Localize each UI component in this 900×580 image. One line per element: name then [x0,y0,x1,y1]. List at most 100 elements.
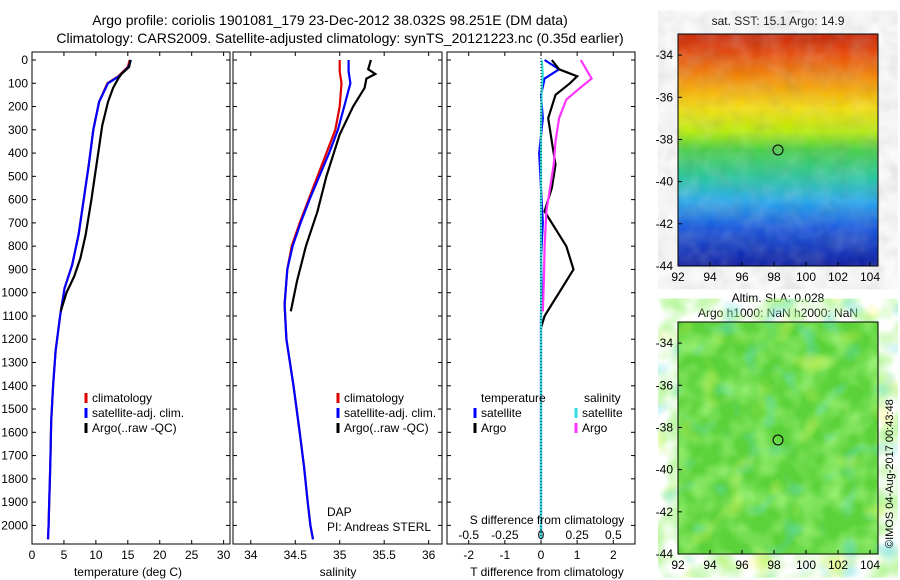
sla-map-title-line1: Altim. SLA: 0.028 [732,291,825,305]
annotation-dap: DAP [327,505,352,519]
depth-tick-label: 1100 [2,309,28,323]
legend-label-climatology: climatology [92,391,152,405]
map-x-tick-label: 92 [671,558,685,572]
map-x-tick-label: 100 [796,558,816,572]
legend-label-satellite: satellite-adj. clim. [344,406,436,420]
legend-label-t-argo: Argo [481,421,507,435]
map-y-tick-label: -44 [656,259,674,273]
difference-series [538,59,594,540]
chart-title-line2: Climatology: CARS2009. Satellite-adjuste… [56,30,623,46]
depth-tick-label: 100 [8,76,28,90]
map-y-tick-label: -44 [656,547,674,561]
argo-location-marker [772,144,784,156]
sla-x-ticks: 92 94 96 98 100 102 104 [671,550,880,572]
temperature-xlabel: temperature (deg C) [74,565,182,579]
s-difference-x-ticks: -0.5-0.2500.250.5 [458,528,622,542]
temperature-x-ticks: 0 5 10 15 20 25 30 [29,52,231,562]
depth-tick-label: 1200 [1,332,28,346]
depth-tick-label: 1500 [1,402,28,416]
series-line-satellite-adj-clim- [283,60,352,540]
depth-tick-label: 300 [8,123,28,137]
salinity-xlabel: salinity [320,565,357,579]
sst-map [677,33,879,267]
map-y-tick-label: -40 [656,463,674,477]
map-y-tick-label: -36 [656,378,674,392]
depth-tick-label: 1800 [1,472,28,486]
sst-y-ticks: -34 -36 -38 -40 -42 -44 [656,48,682,273]
x-tick-label: 10 [89,548,103,562]
x-tick-label: 35.5 [373,548,397,562]
temperature-legend: climatology satellite-adj. clim. Argo(..… [84,391,184,435]
series-line-argo-raw-qc- [289,59,378,312]
map-y-tick-label: -34 [656,48,674,62]
depth-tick-label: 2000 [1,518,28,532]
annotation-pi: PI: Andreas STERL [327,520,431,534]
sst-map-frame [677,33,879,267]
map-y-tick-label: -38 [656,420,674,434]
map-x-tick-label: 96 [735,270,749,284]
sst-map-title: sat. SST: 15.1 Argo: 14.9 [712,14,845,28]
x-tick-label: 34.5 [284,548,308,562]
depth-tick-label: 600 [8,193,28,207]
depth-tick-label: 800 [8,239,28,253]
map-x-tick-label: 102 [828,270,848,284]
x-tick-label: 2 [610,548,617,562]
depth-tick-label: 900 [8,262,28,276]
x-tick-label: 0 [29,548,36,562]
x2-tick-label: -0.5 [458,528,479,542]
x-tick-label: 25 [185,548,199,562]
t-difference-xlabel: T difference from climatology [470,565,624,579]
depth-tick-label: 1300 [1,356,28,370]
x-tick-label: -1 [500,548,511,562]
sst-x-ticks: 92 94 96 98 100 102 104 [671,262,880,284]
depth-tick-label: 1700 [1,449,28,463]
legend-label-s-satellite: satellite [582,406,623,420]
sla-map-frame [677,321,879,555]
difference-legend: temperature salinity satellite Argo sate… [473,391,623,435]
series-line-argo [541,59,594,312]
depth-tick-label: 700 [8,216,28,230]
legend-label-satellite: satellite-adj. clim. [92,406,184,420]
map-x-tick-label: 98 [767,270,781,284]
temperature-panel [31,51,231,545]
map-y-tick-label: -42 [656,217,674,231]
sla-map-title-line2: Argo h1000: NaN h2000: NaN [698,306,858,320]
map-x-tick-label: 98 [767,558,781,572]
map-y-tick-label: -38 [656,132,674,146]
legend-label-s-argo: Argo [582,421,608,435]
x-tick-label: 15 [121,548,135,562]
depth-tick-label: 0 [21,53,28,67]
salinity-series [283,59,378,540]
x-tick-label: 36 [422,548,436,562]
depth-tick-label: 1000 [1,286,28,300]
chart-title-line1: Argo profile: coriolis 1901081_179 23-De… [92,12,568,28]
map-y-tick-label: -40 [656,175,674,189]
s-difference-xlabel: S difference from climatology [470,513,625,527]
sla-heatmap-texture-3 [678,322,878,554]
salinity-legend: climatology satellite-adj. clim. Argo(..… [336,391,436,435]
x-tick-label: 35 [333,548,347,562]
legend-label-climatology: climatology [344,391,404,405]
map-y-tick-label: -42 [656,505,674,519]
depth-axis: 0 100 200 300 400 500 600 700 800 900 1000 1100 1200… [1,53,635,532]
legend-heading-salinity: salinity [584,391,621,405]
map-x-tick-label: 96 [735,558,749,572]
salinity-x-ticks: 34 34.5 35 35.5 36 [244,52,436,562]
legend-label-argo: Argo(..raw -QC) [92,421,177,435]
x-tick-label: 34 [244,548,258,562]
map-y-tick-label: -36 [656,90,674,104]
x-tick-label: -2 [463,548,474,562]
argo-location-marker [772,434,784,446]
x2-tick-label: 0.25 [565,528,589,542]
legend-heading-temperature: temperature [481,391,546,405]
legend-label-t-satellite: satellite [481,406,522,420]
x-tick-label: 0 [538,548,545,562]
x-tick-label: 5 [61,548,68,562]
depth-tick-label: 500 [8,169,28,183]
depth-tick-label: 1900 [1,495,28,509]
series-line-satellite-adj-clim- [46,59,133,540]
depth-tick-label: 1600 [1,425,28,439]
map-x-tick-label: 104 [860,558,880,572]
sla-y-ticks: -34 -36 -38 -40 -42 -44 [656,336,682,561]
